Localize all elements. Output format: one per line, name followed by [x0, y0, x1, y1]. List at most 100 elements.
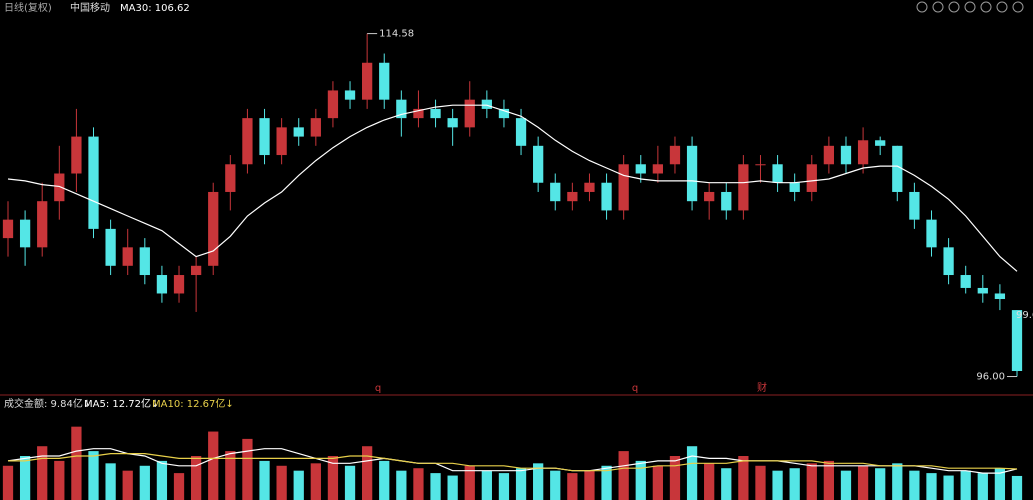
volume-bar [310, 463, 321, 500]
candle-body [2, 219, 14, 239]
volume-bar [327, 456, 339, 500]
candle-body [721, 191, 732, 211]
candle-body [875, 140, 886, 146]
volume-bar [481, 470, 492, 500]
volume-bar [413, 468, 424, 500]
candle-body [19, 219, 31, 248]
candle-body [37, 201, 48, 248]
tool-zoom-out[interactable] [996, 1, 1008, 13]
candle-body [293, 127, 304, 137]
candle-body [276, 127, 287, 156]
volume-bar [960, 470, 971, 500]
volume-bar [721, 468, 732, 500]
volume-bar [686, 446, 698, 500]
volume-bar [584, 470, 595, 500]
volume-bar [139, 465, 150, 500]
volume-bar [977, 473, 988, 500]
volume-bar [926, 473, 937, 500]
volume-bar [464, 465, 475, 500]
candle-body [994, 293, 1006, 300]
candle-body [430, 108, 441, 119]
volume-bar [823, 460, 835, 500]
tool-zoom-in[interactable] [980, 1, 992, 13]
candle-body [943, 247, 954, 276]
candle-body [567, 191, 578, 202]
stock-name: 中国移动 [70, 1, 110, 14]
volume-bar [88, 451, 99, 500]
volume-bar [293, 470, 304, 500]
volume-bar [806, 463, 817, 500]
toolbar[interactable] [916, 1, 1024, 13]
candle-body [669, 145, 681, 165]
event-marker[interactable]: q [632, 383, 638, 394]
volume-bar [105, 463, 116, 500]
volume-ma5-label: MA5: 12.72亿↓ [84, 397, 159, 410]
candle-body [515, 118, 527, 146]
volume-bar [37, 446, 48, 500]
period-label: 日线(复权) [4, 1, 52, 14]
volume-bar [738, 456, 749, 500]
volume-bar [772, 470, 783, 500]
candle-body [208, 191, 219, 266]
last-label: 99.6 [1016, 310, 1033, 321]
volume-bar [635, 460, 646, 500]
tool-hand[interactable] [932, 1, 944, 13]
volume-bar [208, 431, 219, 500]
candle-body [960, 275, 971, 288]
volume-bar [618, 451, 629, 500]
volume-ma10-label: MA10: 12.67亿↓ [152, 397, 234, 410]
volume-ma10-line [8, 453, 1018, 472]
tool-eye[interactable] [916, 1, 928, 13]
volume-bar [2, 465, 14, 500]
candle-body [310, 118, 321, 137]
tool-play[interactable] [948, 1, 960, 13]
volume-bar [362, 446, 373, 500]
candle-body [806, 164, 817, 192]
volume-bar [704, 463, 715, 500]
candle-body [840, 145, 852, 165]
ma30-line [7, 104, 1018, 272]
candle-body [447, 118, 458, 128]
volume-bar [840, 470, 852, 500]
candle-body [704, 191, 715, 202]
candle-body [584, 182, 595, 192]
candle-body [772, 164, 783, 183]
volume-bar [225, 451, 236, 500]
tool-settings[interactable] [1012, 1, 1024, 13]
volume-bar [550, 470, 561, 500]
candle-body [618, 164, 629, 211]
candle-body [977, 287, 988, 294]
volume-bar [242, 438, 253, 500]
volume-bar [789, 468, 800, 500]
volume-bar [379, 460, 390, 500]
volume-bar [875, 468, 886, 500]
volume-bar [259, 460, 270, 500]
candle-body [789, 182, 800, 192]
candle-body [1011, 310, 1023, 372]
volume-bar [498, 473, 510, 500]
candle-body [88, 136, 99, 229]
event-marker[interactable]: q [375, 383, 381, 394]
volume-bar [994, 468, 1006, 500]
volume-bar [943, 475, 954, 500]
volume-bar [122, 470, 133, 500]
volume-bar [396, 470, 407, 500]
volume-bar [344, 465, 356, 500]
volume-bar [19, 456, 31, 500]
candle-body [755, 164, 766, 166]
candle-body [71, 136, 82, 174]
candle-body [635, 164, 646, 174]
candle-body [379, 62, 390, 100]
candle-body [362, 62, 373, 100]
ma-label: MA30: 106.62 [120, 3, 190, 14]
volume-ma5-line [7, 448, 1018, 474]
event-marker[interactable]: 财 [757, 381, 767, 394]
volume-bar [892, 463, 903, 500]
candle-body [327, 90, 339, 119]
candle-body [122, 247, 133, 266]
candle-body [259, 118, 270, 156]
tool-undo[interactable] [964, 1, 976, 13]
